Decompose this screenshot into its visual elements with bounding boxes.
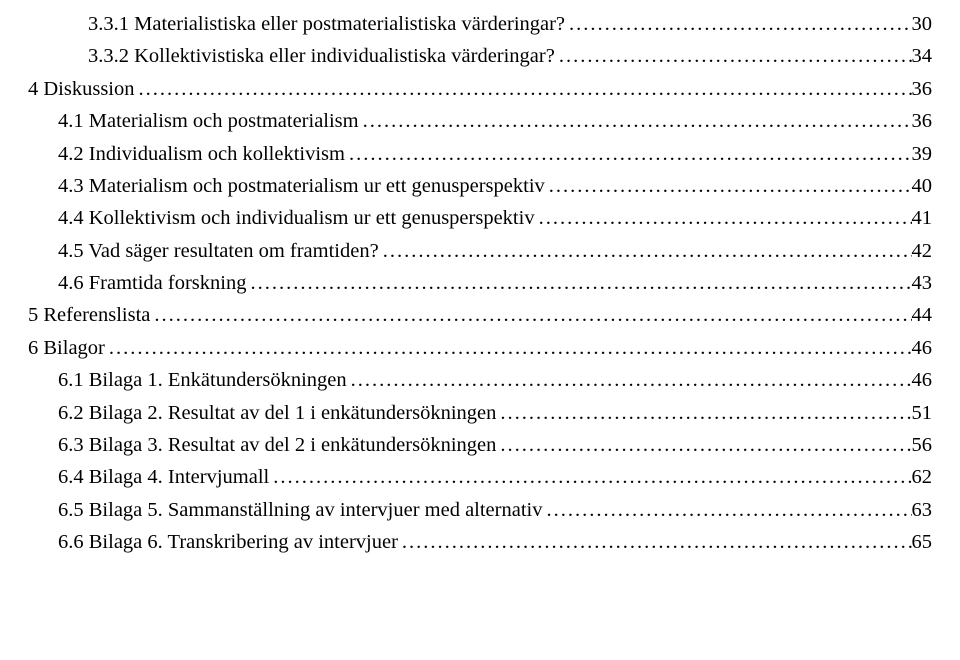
dot-leader xyxy=(105,332,912,364)
toc-entry-page: 36 xyxy=(912,105,933,137)
toc-entry-page: 43 xyxy=(912,267,933,299)
dot-leader xyxy=(555,40,912,72)
toc-entry-label: 4.6 Framtida forskning xyxy=(58,267,246,299)
dot-leader xyxy=(347,364,912,396)
toc-line: 5 Referenslista 44 xyxy=(28,299,932,331)
toc-entry-label: 6.6 Bilaga 6. Transkribering av intervju… xyxy=(58,526,398,558)
toc-line: 4.4 Kollektivism och individualism ur et… xyxy=(28,202,932,234)
toc-entry-page: 42 xyxy=(912,235,933,267)
dot-leader xyxy=(345,138,912,170)
toc-line: 3.3.1 Materialistiska eller postmaterial… xyxy=(28,8,932,40)
toc-line: 6.3 Bilaga 3. Resultat av del 2 i enkätu… xyxy=(28,429,932,461)
toc-entry-label: 6.4 Bilaga 4. Intervjumall xyxy=(58,461,269,493)
toc-entry-page: 65 xyxy=(912,526,933,558)
dot-leader xyxy=(135,73,912,105)
dot-leader xyxy=(398,526,912,558)
toc-entry-page: 44 xyxy=(912,299,933,331)
toc-line: 3.3.2 Kollektivistiska eller individuali… xyxy=(28,40,932,72)
toc-entry-page: 51 xyxy=(912,397,933,429)
toc-entry-label: 4.4 Kollektivism och individualism ur et… xyxy=(58,202,535,234)
dot-leader xyxy=(269,461,911,493)
toc-line: 6 Bilagor 46 xyxy=(28,332,932,364)
toc-entry-label: 4.5 Vad säger resultaten om framtiden? xyxy=(58,235,379,267)
dot-leader xyxy=(150,299,911,331)
dot-leader xyxy=(496,397,911,429)
dot-leader xyxy=(565,8,911,40)
toc-entry-label: 3.3.1 Materialistiska eller postmaterial… xyxy=(88,8,565,40)
toc-line: 4.6 Framtida forskning 43 xyxy=(28,267,932,299)
toc-line: 4.3 Materialism och postmaterialism ur e… xyxy=(28,170,932,202)
toc-entry-page: 40 xyxy=(912,170,933,202)
toc-entry-label: 6.2 Bilaga 2. Resultat av del 1 i enkätu… xyxy=(58,397,496,429)
toc-entry-label: 4.1 Materialism och postmaterialism xyxy=(58,105,359,137)
toc-line: 4.2 Individualism och kollektivism 39 xyxy=(28,138,932,170)
toc-entry-page: 34 xyxy=(912,40,933,72)
toc-line: 6.5 Bilaga 5. Sammanställning av intervj… xyxy=(28,494,932,526)
toc-line: 6.4 Bilaga 4. Intervjumall 62 xyxy=(28,461,932,493)
toc-line: 6.2 Bilaga 2. Resultat av del 1 i enkätu… xyxy=(28,397,932,429)
dot-leader xyxy=(542,494,911,526)
dot-leader xyxy=(535,202,912,234)
toc-entry-label: 4 Diskussion xyxy=(28,73,135,105)
toc-line: 6.1 Bilaga 1. Enkätundersökningen 46 xyxy=(28,364,932,396)
toc-entry-page: 30 xyxy=(912,8,933,40)
toc-entry-label: 5 Referenslista xyxy=(28,299,150,331)
toc-container: 3.3.1 Materialistiska eller postmaterial… xyxy=(0,0,960,578)
toc-entry-label: 6.1 Bilaga 1. Enkätundersökningen xyxy=(58,364,347,396)
dot-leader xyxy=(379,235,912,267)
toc-entry-page: 62 xyxy=(912,461,933,493)
toc-entry-label: 6.3 Bilaga 3. Resultat av del 2 i enkätu… xyxy=(58,429,496,461)
toc-line: 4.5 Vad säger resultaten om framtiden? 42 xyxy=(28,235,932,267)
dot-leader xyxy=(359,105,912,137)
toc-entry-label: 4.2 Individualism och kollektivism xyxy=(58,138,345,170)
toc-entry-page: 41 xyxy=(912,202,933,234)
toc-line: 6.6 Bilaga 6. Transkribering av intervju… xyxy=(28,526,932,558)
toc-entry-label: 6 Bilagor xyxy=(28,332,105,364)
dot-leader xyxy=(246,267,911,299)
toc-entry-page: 46 xyxy=(912,332,933,364)
toc-entry-label: 3.3.2 Kollektivistiska eller individuali… xyxy=(88,40,555,72)
toc-entry-page: 63 xyxy=(912,494,933,526)
toc-line: 4.1 Materialism och postmaterialism 36 xyxy=(28,105,932,137)
dot-leader xyxy=(545,170,912,202)
toc-entry-label: 6.5 Bilaga 5. Sammanställning av intervj… xyxy=(58,494,542,526)
toc-entry-page: 39 xyxy=(912,138,933,170)
dot-leader xyxy=(496,429,911,461)
toc-entry-page: 46 xyxy=(912,364,933,396)
toc-entry-label: 4.3 Materialism och postmaterialism ur e… xyxy=(58,170,545,202)
toc-line: 4 Diskussion 36 xyxy=(28,73,932,105)
toc-entry-page: 36 xyxy=(912,73,933,105)
toc-entry-page: 56 xyxy=(912,429,933,461)
